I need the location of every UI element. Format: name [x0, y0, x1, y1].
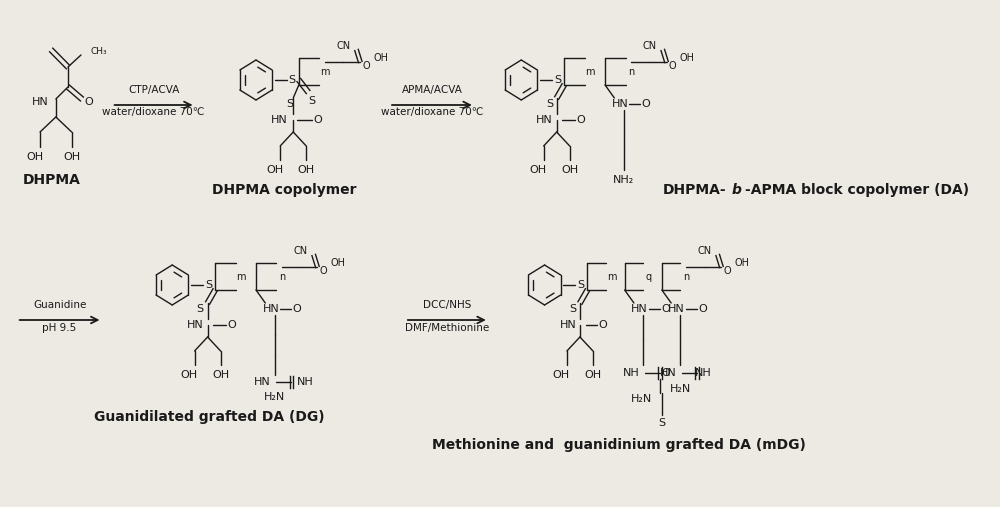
Text: q: q — [646, 272, 652, 282]
Text: CN: CN — [294, 246, 308, 256]
Text: DCC/NHS: DCC/NHS — [423, 300, 471, 310]
Text: H₂N: H₂N — [264, 392, 285, 402]
Text: OH: OH — [26, 152, 43, 162]
Text: S: S — [286, 99, 293, 109]
Text: S: S — [569, 304, 576, 314]
Text: S: S — [289, 75, 296, 85]
Text: APMA/ACVA: APMA/ACVA — [401, 85, 462, 95]
Text: OH: OH — [561, 165, 578, 175]
Text: HN: HN — [263, 304, 279, 314]
Text: S: S — [308, 96, 315, 106]
Text: NH: NH — [623, 368, 640, 378]
Text: m: m — [585, 67, 595, 77]
Text: DHPMA-: DHPMA- — [662, 183, 726, 197]
Text: O: O — [227, 320, 236, 330]
Text: O: O — [293, 304, 301, 314]
Text: S: S — [197, 304, 204, 314]
Text: HN: HN — [32, 97, 48, 107]
Text: OH: OH — [584, 370, 602, 380]
Text: DMF/Methionine: DMF/Methionine — [405, 323, 489, 333]
Text: HN: HN — [187, 320, 204, 330]
Text: Guanidilated grafted DA (DG): Guanidilated grafted DA (DG) — [94, 410, 325, 424]
Text: Methionine and  guanidinium grafted DA (mDG): Methionine and guanidinium grafted DA (m… — [432, 438, 806, 452]
Text: DHPMA: DHPMA — [22, 173, 80, 187]
Text: HN: HN — [254, 377, 271, 387]
Text: OH: OH — [734, 258, 749, 268]
Text: HN: HN — [612, 99, 628, 109]
Text: OH: OH — [553, 370, 570, 380]
Text: HN: HN — [668, 304, 685, 314]
Text: b: b — [732, 183, 742, 197]
Text: n: n — [279, 272, 285, 282]
Text: S: S — [546, 99, 553, 109]
Text: n: n — [628, 67, 634, 77]
Text: water/dioxane 70℃: water/dioxane 70℃ — [381, 107, 483, 117]
Text: HN: HN — [536, 115, 553, 125]
Text: S: S — [658, 418, 665, 428]
Text: HN: HN — [559, 320, 576, 330]
Text: m: m — [236, 272, 246, 282]
Text: Guanidine: Guanidine — [33, 300, 86, 310]
Text: CH₃: CH₃ — [90, 47, 107, 55]
Text: CN: CN — [698, 246, 712, 256]
Text: DHPMA copolymer: DHPMA copolymer — [212, 183, 356, 197]
Text: S: S — [205, 280, 212, 290]
Text: O: O — [668, 61, 676, 71]
Text: O: O — [723, 266, 731, 276]
Text: NH₂: NH₂ — [613, 175, 634, 185]
Text: HN: HN — [660, 368, 677, 378]
Text: HN: HN — [271, 115, 288, 125]
Text: water/dioxane 70℃: water/dioxane 70℃ — [102, 107, 205, 117]
Text: m: m — [607, 272, 616, 282]
Text: O: O — [598, 320, 607, 330]
Text: NH: NH — [297, 377, 314, 387]
Text: CN: CN — [336, 41, 351, 51]
Text: HN: HN — [631, 304, 648, 314]
Text: S: S — [577, 280, 584, 290]
Text: CN: CN — [643, 41, 657, 51]
Text: O: O — [313, 115, 322, 125]
Text: pH 9.5: pH 9.5 — [42, 323, 77, 333]
Text: O: O — [319, 266, 327, 276]
Text: OH: OH — [266, 165, 283, 175]
Text: O: O — [576, 115, 585, 125]
Text: H₂N: H₂N — [670, 384, 691, 394]
Text: CTP/ACVA: CTP/ACVA — [128, 85, 179, 95]
Text: S: S — [554, 75, 561, 85]
Text: O: O — [362, 61, 370, 71]
Text: H₂N: H₂N — [631, 394, 653, 404]
Text: NH: NH — [694, 368, 711, 378]
Text: OH: OH — [529, 165, 547, 175]
Text: OH: OH — [330, 258, 345, 268]
Text: OH: OH — [680, 53, 695, 63]
Text: OH: OH — [298, 165, 315, 175]
Text: OH: OH — [180, 370, 198, 380]
Text: O: O — [698, 304, 707, 314]
Text: OH: OH — [212, 370, 229, 380]
Text: OH: OH — [373, 53, 388, 63]
Text: O: O — [661, 368, 670, 378]
Text: OH: OH — [63, 152, 80, 162]
Text: O: O — [642, 99, 650, 109]
Text: O: O — [661, 304, 670, 314]
Text: O: O — [84, 97, 93, 107]
Text: m: m — [320, 67, 330, 77]
Text: -APMA block copolymer (DA): -APMA block copolymer (DA) — [745, 183, 969, 197]
Text: n: n — [683, 272, 689, 282]
